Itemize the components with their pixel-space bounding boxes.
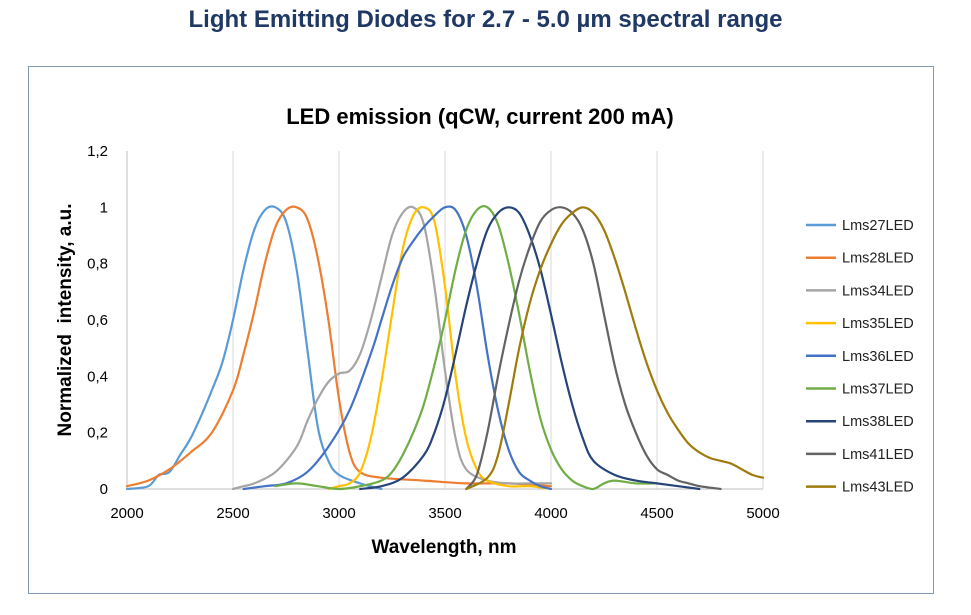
series-line-lms35led bbox=[327, 206, 553, 491]
legend-label-lms28led: Lms28LED bbox=[842, 251, 914, 267]
y-tick-label-0: 0 bbox=[100, 481, 108, 498]
legend-label-lms34led: Lms34LED bbox=[842, 283, 914, 299]
series-lines bbox=[125, 205, 765, 491]
series-line-lms38led bbox=[359, 206, 701, 491]
series-line-lms28led bbox=[125, 205, 553, 488]
x-tick-label-5000: 5000 bbox=[746, 505, 779, 522]
x-tick-label-4000: 4000 bbox=[534, 505, 567, 522]
x-tick-label-2000: 2000 bbox=[110, 505, 143, 522]
series-line-lms37led bbox=[274, 205, 659, 491]
chart-frame bbox=[28, 66, 934, 594]
x-tick-label-2500: 2500 bbox=[216, 505, 249, 522]
tick-labels: 2000 2500 3000 3500 4000 4500 5000 0 0,2 0,4 0,6 0,… bbox=[87, 143, 780, 522]
y-tick-label-6: 1,2 bbox=[87, 143, 108, 160]
series-line-lms43led bbox=[465, 206, 765, 491]
series-line-lms27led bbox=[125, 205, 383, 491]
series-line-lms41led bbox=[465, 206, 722, 491]
page-title: Light Emitting Diodes for 2.7 - 5.0 µm s… bbox=[188, 6, 783, 33]
x-axis-title: Wavelength, nm bbox=[372, 537, 517, 558]
x-tick-label-3500: 3500 bbox=[428, 505, 461, 522]
legend-label-lms38led: Lms38LED bbox=[842, 414, 914, 430]
x-tick-label-4500: 4500 bbox=[640, 505, 673, 522]
legend-label-lms41led: Lms41LED bbox=[842, 447, 914, 463]
legend-label-lms27led: Lms27LED bbox=[842, 218, 914, 234]
y-tick-label-1: 0,2 bbox=[87, 425, 108, 442]
x-tick-label-3000: 3000 bbox=[322, 505, 355, 522]
y-tick-label-4: 0,8 bbox=[87, 256, 108, 273]
legend-label-lms35led: Lms35LED bbox=[842, 316, 914, 332]
legend: Lms27LED Lms28LED Lms34LED Lms35LED Lms36LED… bbox=[806, 218, 914, 496]
legend-label-lms37led: Lms37LED bbox=[842, 382, 914, 398]
legend-label-lms43led: Lms43LED bbox=[842, 480, 914, 496]
series-line-lms34led bbox=[231, 205, 553, 491]
y-axis-title: Normalized intensity, a.u. bbox=[55, 204, 76, 437]
y-tick-label-3: 0,6 bbox=[87, 312, 108, 329]
chart-title: LED emission (qCW, current 200 mA) bbox=[286, 104, 674, 129]
legend-label-lms36led: Lms36LED bbox=[842, 349, 914, 365]
y-tick-label-2: 0,4 bbox=[87, 368, 108, 385]
y-tick-label-5: 1 bbox=[100, 199, 108, 216]
series-line-lms36led bbox=[242, 205, 553, 491]
